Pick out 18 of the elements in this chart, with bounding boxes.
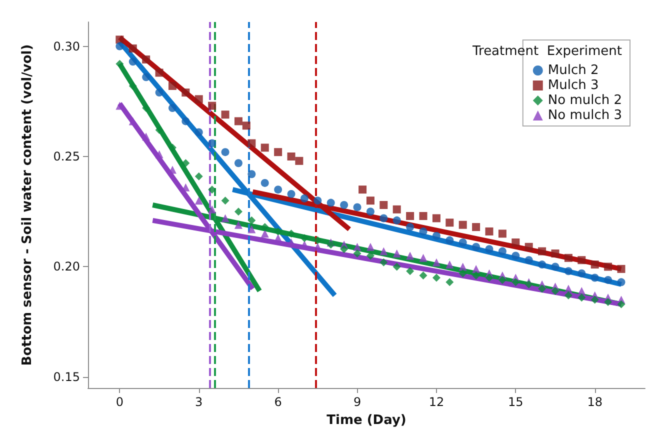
legend-title: Treatment Experiment [471, 44, 622, 59]
legend-label: No mulch 3 [548, 108, 622, 123]
y-tick-label: 0.20 [53, 260, 80, 274]
x-tick-label: 9 [353, 395, 362, 409]
legend-label: Mulch 3 [548, 78, 599, 93]
x-tick-label: 18 [587, 395, 602, 409]
x-tick-label: 3 [195, 395, 203, 409]
x-axis-title: Time (Day) [326, 413, 406, 428]
y-axis-title: Bottom sensor - Soil water content (vol/vol) [20, 44, 35, 366]
y-tick-label: 0.30 [53, 39, 80, 54]
legend-label: No mulch 2 [548, 93, 622, 108]
x-tick-label: 12 [428, 395, 444, 409]
x-tick-label: 6 [274, 395, 282, 409]
y-tick-label: 0.15 [53, 370, 80, 384]
legend-label: Mulch 2 [548, 63, 599, 78]
x-tick-label: 0 [116, 395, 124, 409]
y-tick-label: 0.25 [53, 149, 80, 164]
x-tick-label: 15 [508, 395, 524, 409]
